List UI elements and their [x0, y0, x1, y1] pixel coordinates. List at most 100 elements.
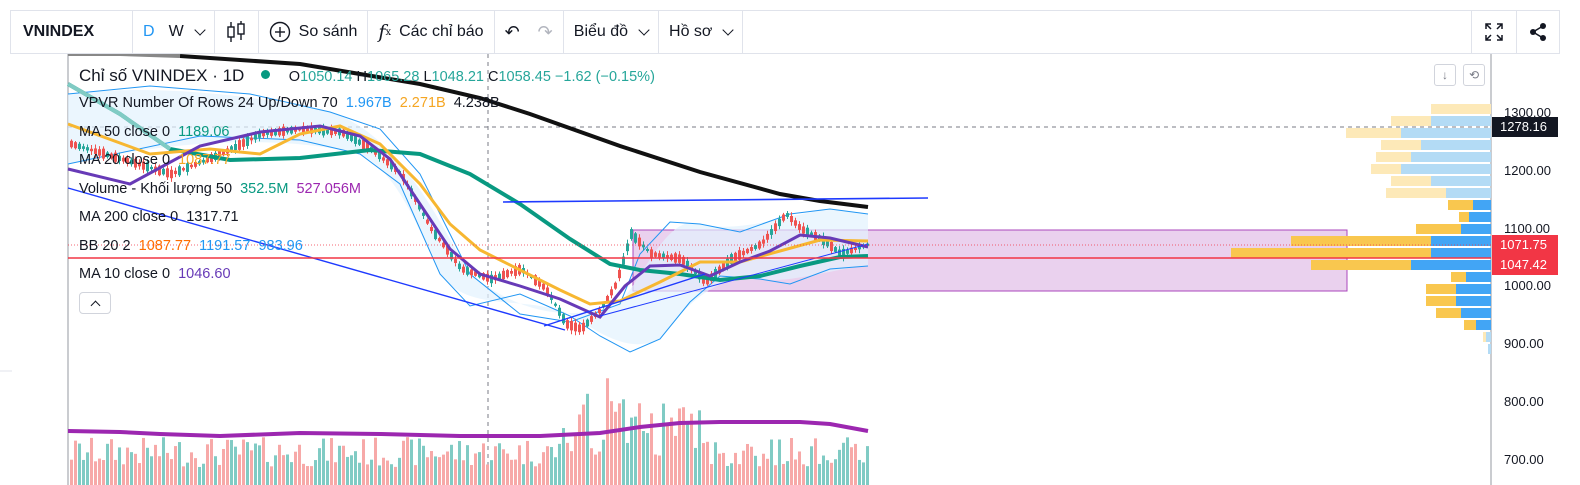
trendline-resistance[interactable] [502, 197, 929, 203]
volume-bar [814, 438, 817, 485]
candle-body [334, 129, 337, 134]
candle-body [118, 155, 121, 162]
volume-bar [546, 446, 549, 485]
volume-bar [202, 463, 205, 485]
share-button[interactable] [1517, 11, 1559, 53]
volume-bar [610, 401, 613, 485]
volume-bar [274, 455, 277, 485]
candle-body [166, 168, 169, 178]
price-tick: 1100.00 [1504, 221, 1551, 236]
candle-body [206, 156, 209, 163]
volume-bar [526, 440, 529, 485]
volume-bar [78, 443, 81, 485]
price-chart-canvas[interactable] [0, 54, 1580, 485]
legend-collapse-button[interactable] [79, 292, 111, 314]
vpvr-row-up [1446, 188, 1491, 198]
volume-bar [210, 439, 213, 485]
bollinger-band-fill [68, 90, 868, 345]
candle-body [570, 320, 573, 331]
legend-ma200[interactable]: MA 200 close 0 1317.71 [79, 209, 239, 225]
interval-selector[interactable]: D W [133, 11, 215, 53]
candle-body [650, 249, 653, 259]
candle-body [538, 280, 541, 287]
volume-bar [474, 453, 477, 485]
candle-body [762, 239, 765, 244]
compare-button[interactable]: So sánh [259, 11, 369, 53]
volume-bar [230, 440, 233, 485]
volume-bar [254, 443, 257, 485]
legend-ma10[interactable]: MA 10 close 0 1046.60 [79, 266, 231, 282]
market-status-dot [261, 70, 271, 79]
profile-menu-button[interactable]: Hồ sơ [659, 11, 744, 53]
last-price-tag: 1047.42 [1492, 255, 1558, 275]
legend-vpvr[interactable]: VPVR Number Of Rows 24 Up/Down 70 1.967B… [79, 95, 500, 111]
volume-bar [482, 443, 485, 485]
symbol-search-button[interactable]: VNINDEX [11, 11, 133, 53]
undo-icon[interactable]: ↶ [504, 21, 520, 42]
volume-bar [866, 446, 869, 485]
trendline-lower-wedge[interactable] [67, 187, 566, 331]
chart-type-button[interactable] [215, 11, 259, 53]
candle-body [178, 166, 181, 176]
candle-body [502, 270, 505, 280]
candle-body [150, 166, 153, 170]
trendline-mid[interactable] [599, 243, 869, 317]
volume-bar [366, 464, 369, 485]
candle-body [810, 232, 813, 236]
legend-volume[interactable]: Volume - Khối lượng 50 352.5M 527.056M [79, 181, 361, 197]
candle-body [198, 161, 201, 165]
candle-body [346, 131, 349, 139]
candle-body [790, 215, 793, 223]
volume-bar [758, 466, 761, 485]
legend-bb[interactable]: BB 20 2 1087.77 1191.57 983.96 [79, 238, 303, 254]
bb-upper-line [67, 85, 869, 323]
chart-menu-button[interactable]: Biểu đồ [564, 11, 660, 53]
volume-bar [674, 435, 677, 485]
volume-bar [306, 466, 309, 485]
candle-body [258, 132, 261, 138]
chart-menu-label: Biểu đồ [573, 23, 629, 40]
volume-bar [382, 457, 385, 485]
vpvr-row-down [1483, 332, 1486, 342]
volume-bar [402, 440, 405, 485]
candle-body [78, 143, 81, 150]
volume-bar [790, 438, 793, 485]
volume-bar [694, 447, 697, 485]
candle-body [266, 131, 269, 135]
interval-w-button[interactable]: W [168, 23, 184, 40]
interval-d-button[interactable]: D [143, 23, 155, 40]
legend-title-row[interactable]: Chỉ số VNINDEX · 1D O1050.14 H1065.28 L1… [79, 66, 655, 86]
candle-body [618, 269, 621, 279]
volume-bar [442, 454, 445, 485]
price-tick: 1000.00 [1504, 278, 1551, 293]
volume-bar [350, 455, 353, 485]
candle-body [390, 162, 393, 170]
fullscreen-button[interactable] [1471, 11, 1517, 53]
volume-bar [534, 466, 537, 485]
candle-body [162, 168, 165, 175]
vpvr-row-down [1311, 260, 1411, 270]
reset-chart-button[interactable]: ⟲ [1463, 64, 1485, 86]
legend-ma20[interactable]: MA 20 close 0 1087.77 [79, 152, 231, 168]
volume-bar [134, 453, 137, 485]
volume-bar [298, 444, 301, 485]
vpvr-row-down [1231, 248, 1431, 258]
chevron-down-icon[interactable] [194, 23, 206, 36]
vpvr-row-down [1371, 164, 1401, 174]
candle-body [122, 157, 125, 162]
volume-bar [150, 456, 153, 485]
ma200-line [179, 54, 869, 209]
volume-bar [542, 452, 545, 485]
volume-bar [270, 466, 273, 485]
candle-body [194, 161, 197, 167]
legend-ma50[interactable]: MA 50 close 0 1189.06 [79, 124, 230, 140]
ma200-line-faded [68, 54, 181, 58]
candle-body [626, 243, 629, 252]
volume-bar [514, 459, 517, 485]
trendline-support[interactable] [543, 273, 706, 327]
candle-body [426, 219, 429, 224]
scroll-to-latest-button[interactable]: ↓ [1434, 64, 1456, 86]
redo-icon[interactable]: ↷ [537, 21, 553, 42]
candlestick-icon [227, 21, 245, 42]
